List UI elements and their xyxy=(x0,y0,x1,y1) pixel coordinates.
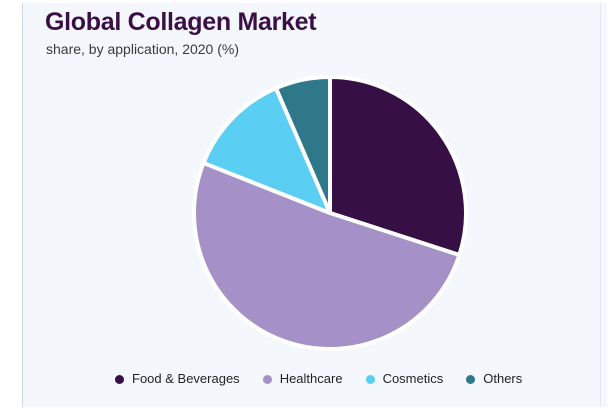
legend-swatch-healthcare xyxy=(262,374,272,384)
legend-swatch-food-beverages xyxy=(115,374,124,384)
panel-right-border xyxy=(600,3,601,407)
pie-slice-cosmetics xyxy=(201,86,332,215)
legend-label-cosmetics: Cosmetics xyxy=(382,371,444,386)
legend-item-food-beverages: Food & Beverages xyxy=(115,371,240,387)
legend-item-healthcare: Healthcare xyxy=(262,371,343,387)
legend-label-healthcare: Healthcare xyxy=(279,371,343,386)
pie-slice-others xyxy=(273,75,332,215)
legend-swatch-others xyxy=(466,374,476,384)
legend-label-food-beverages: Food & Beverages xyxy=(132,371,240,386)
panel-left-border xyxy=(22,3,23,407)
chart-title: Global Collagen Market xyxy=(45,8,317,36)
legend-label-others: Others xyxy=(483,371,523,386)
pie-slice-food xyxy=(328,75,468,258)
chart-legend: Food & Beverages Healthcare Cosmetics Ot… xyxy=(115,371,522,387)
legend-swatch-cosmetics xyxy=(365,374,375,384)
chart-subtitle: share, by application, 2020 (%) xyxy=(46,41,239,57)
legend-item-others: Others xyxy=(466,371,522,387)
legend-item-cosmetics: Cosmetics xyxy=(365,371,444,387)
pie-slice-healthcare xyxy=(192,160,462,352)
